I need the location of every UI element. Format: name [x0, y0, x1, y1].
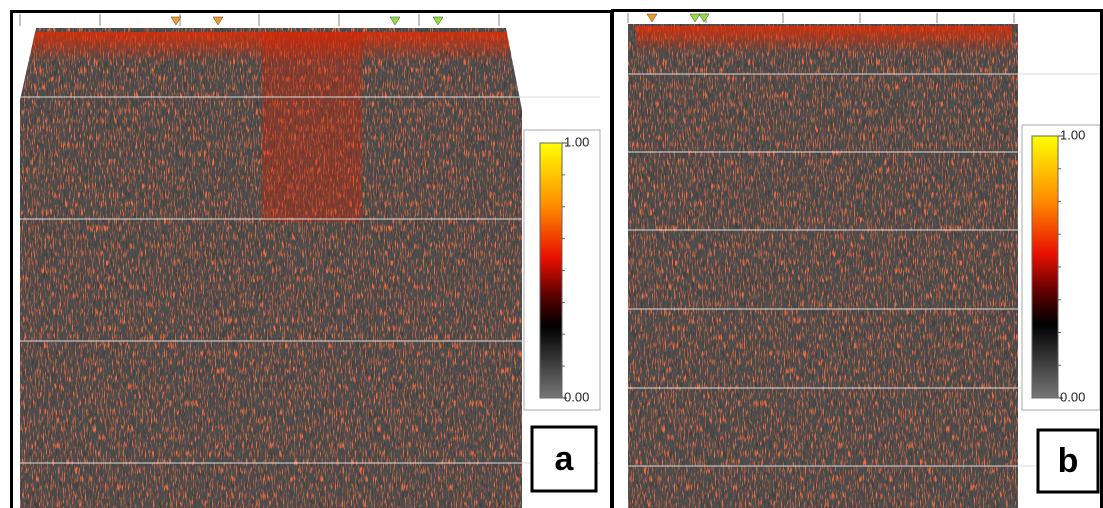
horizon-lines	[628, 73, 1100, 467]
well-markers	[170, 16, 444, 26]
label-box	[1036, 428, 1100, 494]
colorbar-tick-label: 0.00	[1060, 389, 1085, 404]
colorbar	[539, 142, 563, 399]
label-box	[530, 425, 598, 493]
colorbar	[1031, 135, 1059, 399]
frame	[611, 9, 1103, 508]
ruler	[14, 12, 610, 26]
anomaly-zone	[262, 32, 362, 222]
shallow-anomaly	[636, 26, 1012, 54]
ruler-ticks	[627, 13, 1015, 23]
attribute-overlay	[628, 24, 1018, 508]
well-markers	[646, 13, 710, 23]
panel-label: b	[1058, 442, 1079, 480]
colorbar-tick-label: 1.00	[564, 134, 589, 149]
panel-label: a	[555, 440, 575, 478]
attribute-overlay	[20, 28, 522, 508]
panel-b: b	[611, 9, 1103, 508]
colorbar-tick-label: 1.00	[1060, 127, 1085, 142]
ruler-ticks	[19, 14, 500, 26]
colorbar-tick-label: 0.00	[564, 389, 589, 404]
horizon-lines	[20, 96, 600, 464]
ruler	[616, 12, 1101, 23]
shallow-anomaly	[30, 32, 510, 62]
panel-a: a	[10, 10, 613, 508]
